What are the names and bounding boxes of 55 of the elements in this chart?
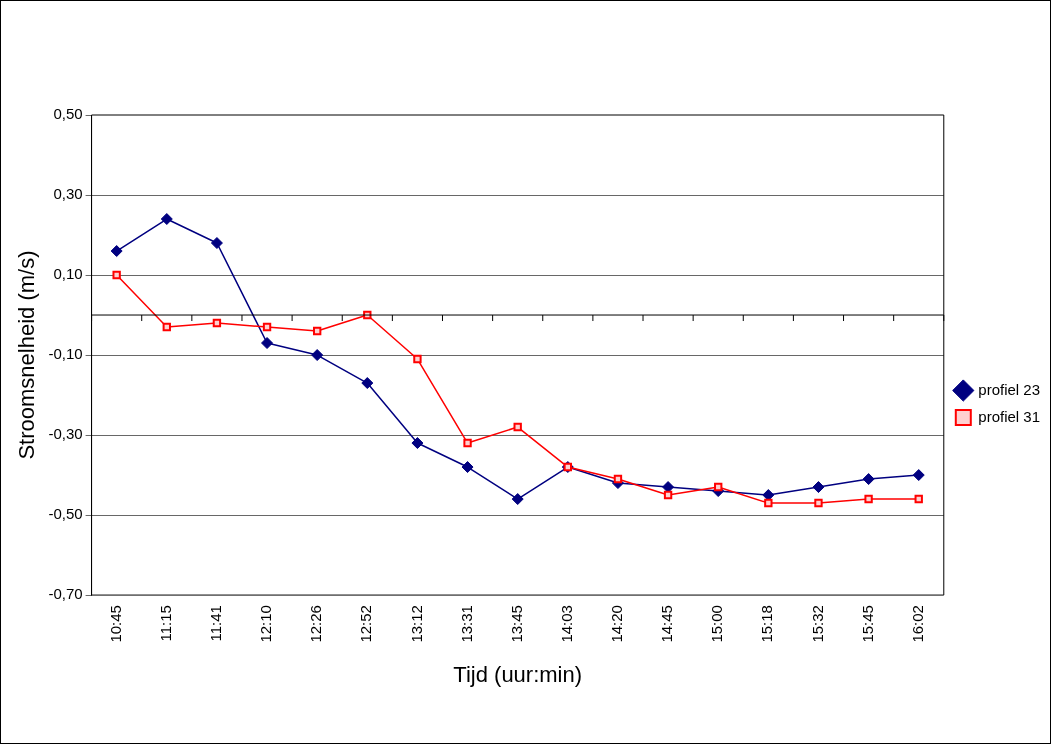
x-tick-label: 10:45: [106, 605, 124, 643]
x-tick-label: 15:18: [758, 605, 776, 643]
y-tick-label: 0,10: [53, 265, 83, 283]
x-tick-label: 12:26: [307, 605, 325, 643]
x-tick-label: 11:15: [156, 605, 174, 642]
x-tick-label: 15:45: [858, 605, 876, 643]
point: [262, 322, 272, 332]
point: [513, 422, 522, 432]
point: [862, 473, 875, 486]
y-axis-title: Stroomsnelheid (m/s): [14, 250, 40, 460]
point: [210, 237, 223, 250]
x-tick-label: 14:20: [608, 605, 626, 643]
y-tick-label: 0,30: [53, 185, 83, 203]
x-tick-label: 13:31: [457, 605, 475, 643]
point: [613, 474, 623, 484]
x-tick-label: 13:12: [407, 605, 425, 643]
point: [212, 318, 222, 328]
point: [311, 349, 324, 362]
point: [714, 482, 723, 492]
x-tick-label: 15:32: [808, 605, 826, 643]
x-tick-label: 12:52: [357, 605, 375, 643]
legend-label: profiel 23: [978, 380, 1041, 398]
y-tick-label: -0,50: [48, 505, 83, 523]
point: [511, 493, 524, 506]
y-tick-label: 0,50: [53, 105, 83, 123]
x-tick-label: 15:00: [708, 605, 726, 643]
point: [413, 354, 422, 364]
x-tick-label: 16:02: [908, 605, 926, 643]
point: [110, 245, 123, 258]
point: [912, 469, 925, 482]
x-tick-label: 12:10: [257, 605, 275, 643]
x-tick-label: 14:45: [658, 605, 676, 643]
point: [112, 270, 121, 280]
point: [764, 498, 773, 508]
point: [864, 494, 873, 504]
y-tick-label: -0,70: [48, 585, 83, 603]
point: [361, 377, 374, 390]
point: [812, 481, 825, 494]
point: [261, 337, 274, 350]
point: [814, 498, 823, 508]
x-tick-label: 13:45: [507, 605, 525, 643]
point: [162, 322, 171, 332]
point: [160, 213, 173, 226]
y-tick-label: -0,10: [48, 345, 83, 363]
y-tick-label: -0,30: [48, 425, 83, 443]
x-tick-label: 11:41: [207, 605, 225, 642]
point: [663, 490, 673, 500]
point: [914, 494, 923, 504]
point: [461, 461, 474, 474]
point: [463, 438, 472, 448]
legend-label: profiel 31: [978, 407, 1041, 425]
x-axis-title: Tijd (uur:min): [453, 661, 583, 687]
point: [411, 437, 424, 450]
point: [312, 326, 322, 336]
x-tick-label: 14:03: [557, 605, 575, 643]
